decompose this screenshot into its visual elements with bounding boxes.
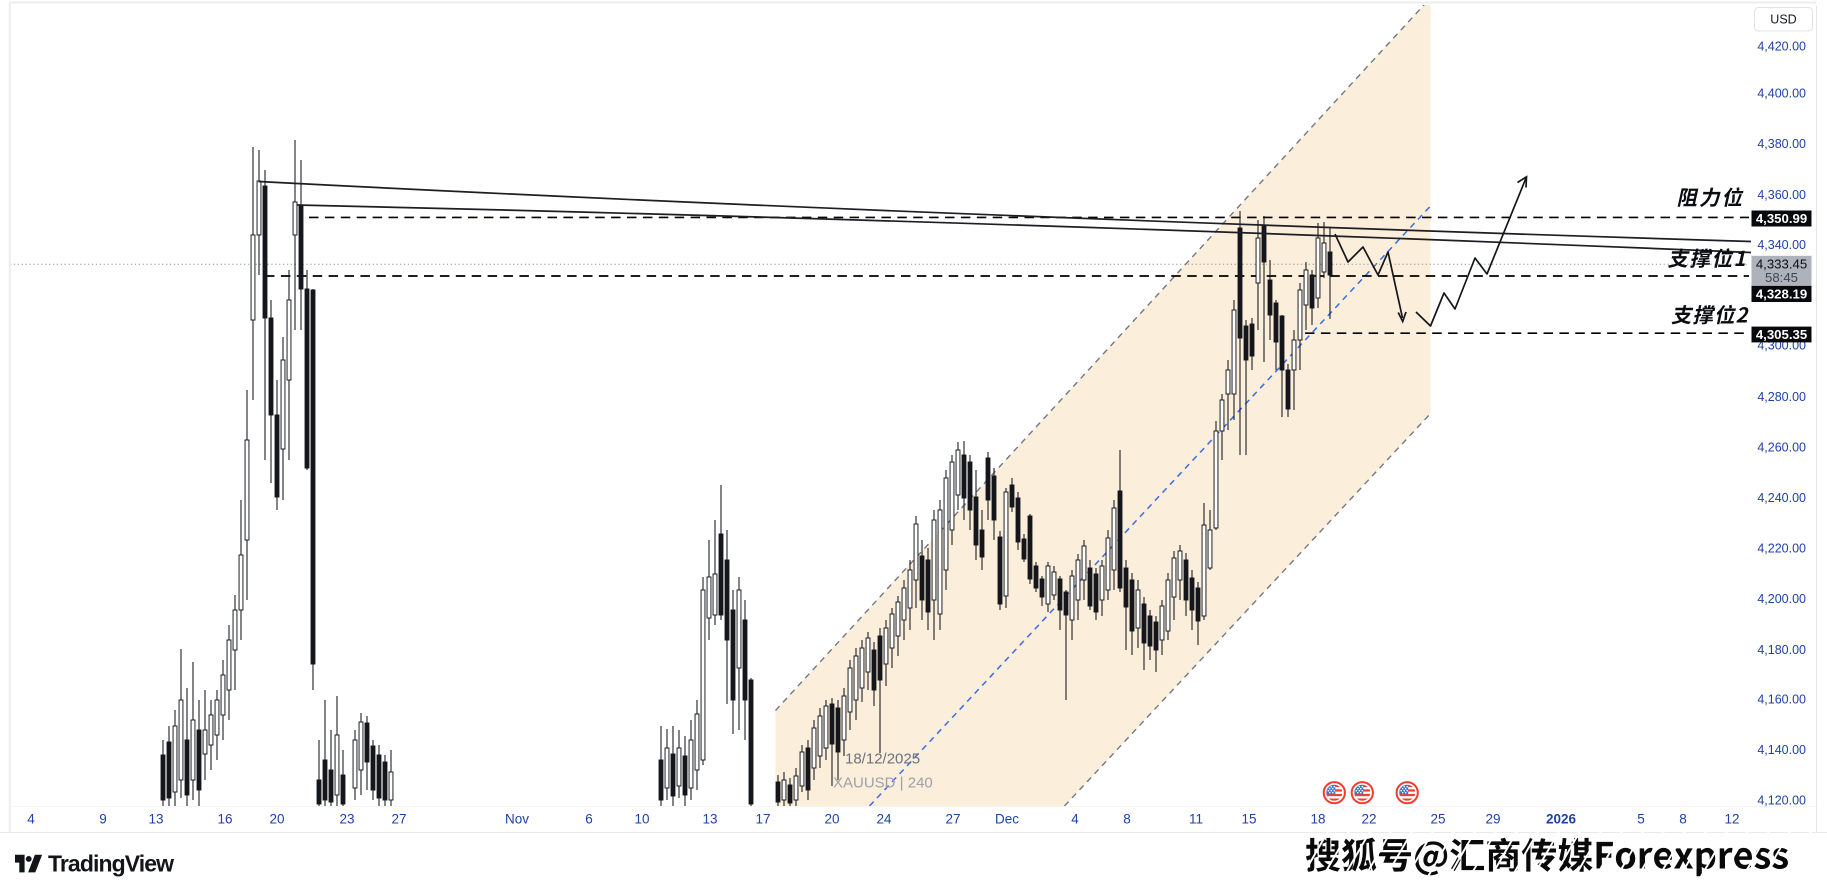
svg-text:4,160.00: 4,160.00 [1757, 692, 1806, 706]
svg-text:18/12/2025: 18/12/2025 [845, 751, 920, 768]
svg-text:4,180.00: 4,180.00 [1757, 643, 1806, 657]
svg-text:12: 12 [1724, 811, 1739, 826]
svg-text:4,140.00: 4,140.00 [1757, 743, 1806, 757]
svg-text:9: 9 [99, 811, 107, 826]
svg-text:20: 20 [824, 811, 839, 826]
svg-text:27: 27 [945, 811, 960, 826]
svg-text:22: 22 [1361, 811, 1376, 826]
svg-text:4,400.00: 4,400.00 [1757, 86, 1806, 100]
svg-text:4,220.00: 4,220.00 [1757, 541, 1806, 555]
svg-text:TradingView: TradingView [48, 851, 174, 877]
svg-text:4,380.00: 4,380.00 [1757, 137, 1806, 151]
svg-text:XAUUSD | 240: XAUUSD | 240 [833, 775, 933, 792]
svg-text:11: 11 [1189, 811, 1203, 826]
svg-text:24: 24 [876, 811, 892, 826]
svg-text:8: 8 [1123, 811, 1131, 826]
svg-text:29: 29 [1485, 811, 1500, 826]
svg-text:23: 23 [339, 811, 354, 826]
svg-text:25: 25 [1430, 811, 1445, 826]
svg-text:4: 4 [27, 811, 35, 826]
svg-text:58:45: 58:45 [1765, 270, 1798, 285]
svg-text:4,305.35: 4,305.35 [1756, 327, 1807, 342]
svg-text:Dec: Dec [995, 811, 1019, 826]
svg-text:2026: 2026 [1546, 811, 1577, 826]
svg-text:16: 16 [217, 811, 232, 826]
svg-text:4,328.19: 4,328.19 [1756, 287, 1807, 302]
svg-text:20: 20 [269, 811, 284, 826]
svg-text:Nov: Nov [505, 811, 529, 826]
svg-text:4,420.00: 4,420.00 [1757, 39, 1806, 53]
svg-text:4,280.00: 4,280.00 [1757, 390, 1806, 404]
svg-text:4,333.45: 4,333.45 [1756, 257, 1807, 272]
svg-text:4,340.00: 4,340.00 [1757, 238, 1806, 252]
svg-text:13: 13 [148, 811, 163, 826]
svg-text:8: 8 [1679, 811, 1687, 826]
svg-text:10: 10 [634, 811, 649, 826]
svg-text:4,360.00: 4,360.00 [1757, 188, 1806, 202]
svg-text:4,260.00: 4,260.00 [1757, 440, 1806, 454]
svg-text:USD: USD [1770, 13, 1796, 27]
svg-text:6: 6 [585, 811, 593, 826]
svg-text:13: 13 [702, 811, 717, 826]
svg-text:18: 18 [1310, 811, 1325, 826]
svg-text:4,240.00: 4,240.00 [1757, 491, 1806, 505]
svg-text:4: 4 [1071, 811, 1079, 826]
svg-text:15: 15 [1241, 811, 1256, 826]
svg-text:4,350.99: 4,350.99 [1756, 211, 1807, 226]
svg-text:17: 17 [755, 811, 770, 826]
svg-text:27: 27 [391, 811, 406, 826]
svg-text:4,200.00: 4,200.00 [1757, 592, 1806, 606]
svg-text:5: 5 [1637, 811, 1645, 826]
svg-text:4,120.00: 4,120.00 [1757, 793, 1806, 807]
